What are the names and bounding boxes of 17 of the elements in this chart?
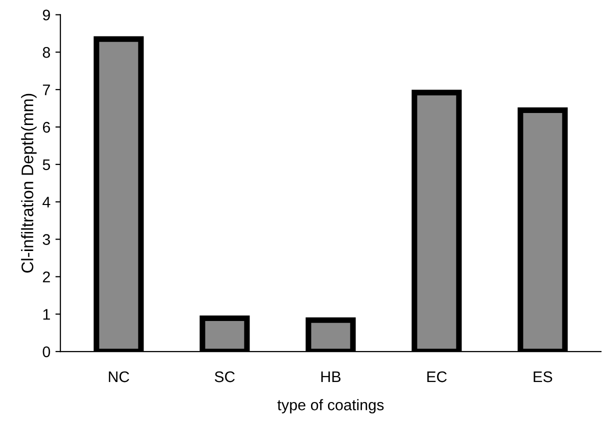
x-tick-label: ES — [534, 371, 552, 382]
y-tick-label: 3 — [42, 234, 50, 245]
y-axis-title: Cl-infiltration Depth(mm) — [21, 94, 37, 273]
y-tick-label: 7 — [42, 84, 50, 96]
y-tick-label: 2 — [42, 272, 50, 282]
x-axis-title: type of coatings — [277, 399, 384, 414]
y-tick-label: 1 — [43, 309, 50, 320]
y-tick-label: 8 — [42, 47, 50, 58]
y-tick-label: 9 — [42, 10, 50, 20]
y-tick-label: 5 — [42, 159, 50, 170]
y-tick-label: 4 — [42, 196, 50, 208]
x-tick-label: HB — [321, 372, 340, 382]
x-tick-label: EC — [427, 371, 447, 382]
x-tick-label: SC — [214, 371, 235, 382]
y-tick-label: 0 — [42, 346, 50, 358]
x-tick-label: NC — [108, 371, 130, 382]
y-tick-label: 6 — [42, 122, 50, 133]
